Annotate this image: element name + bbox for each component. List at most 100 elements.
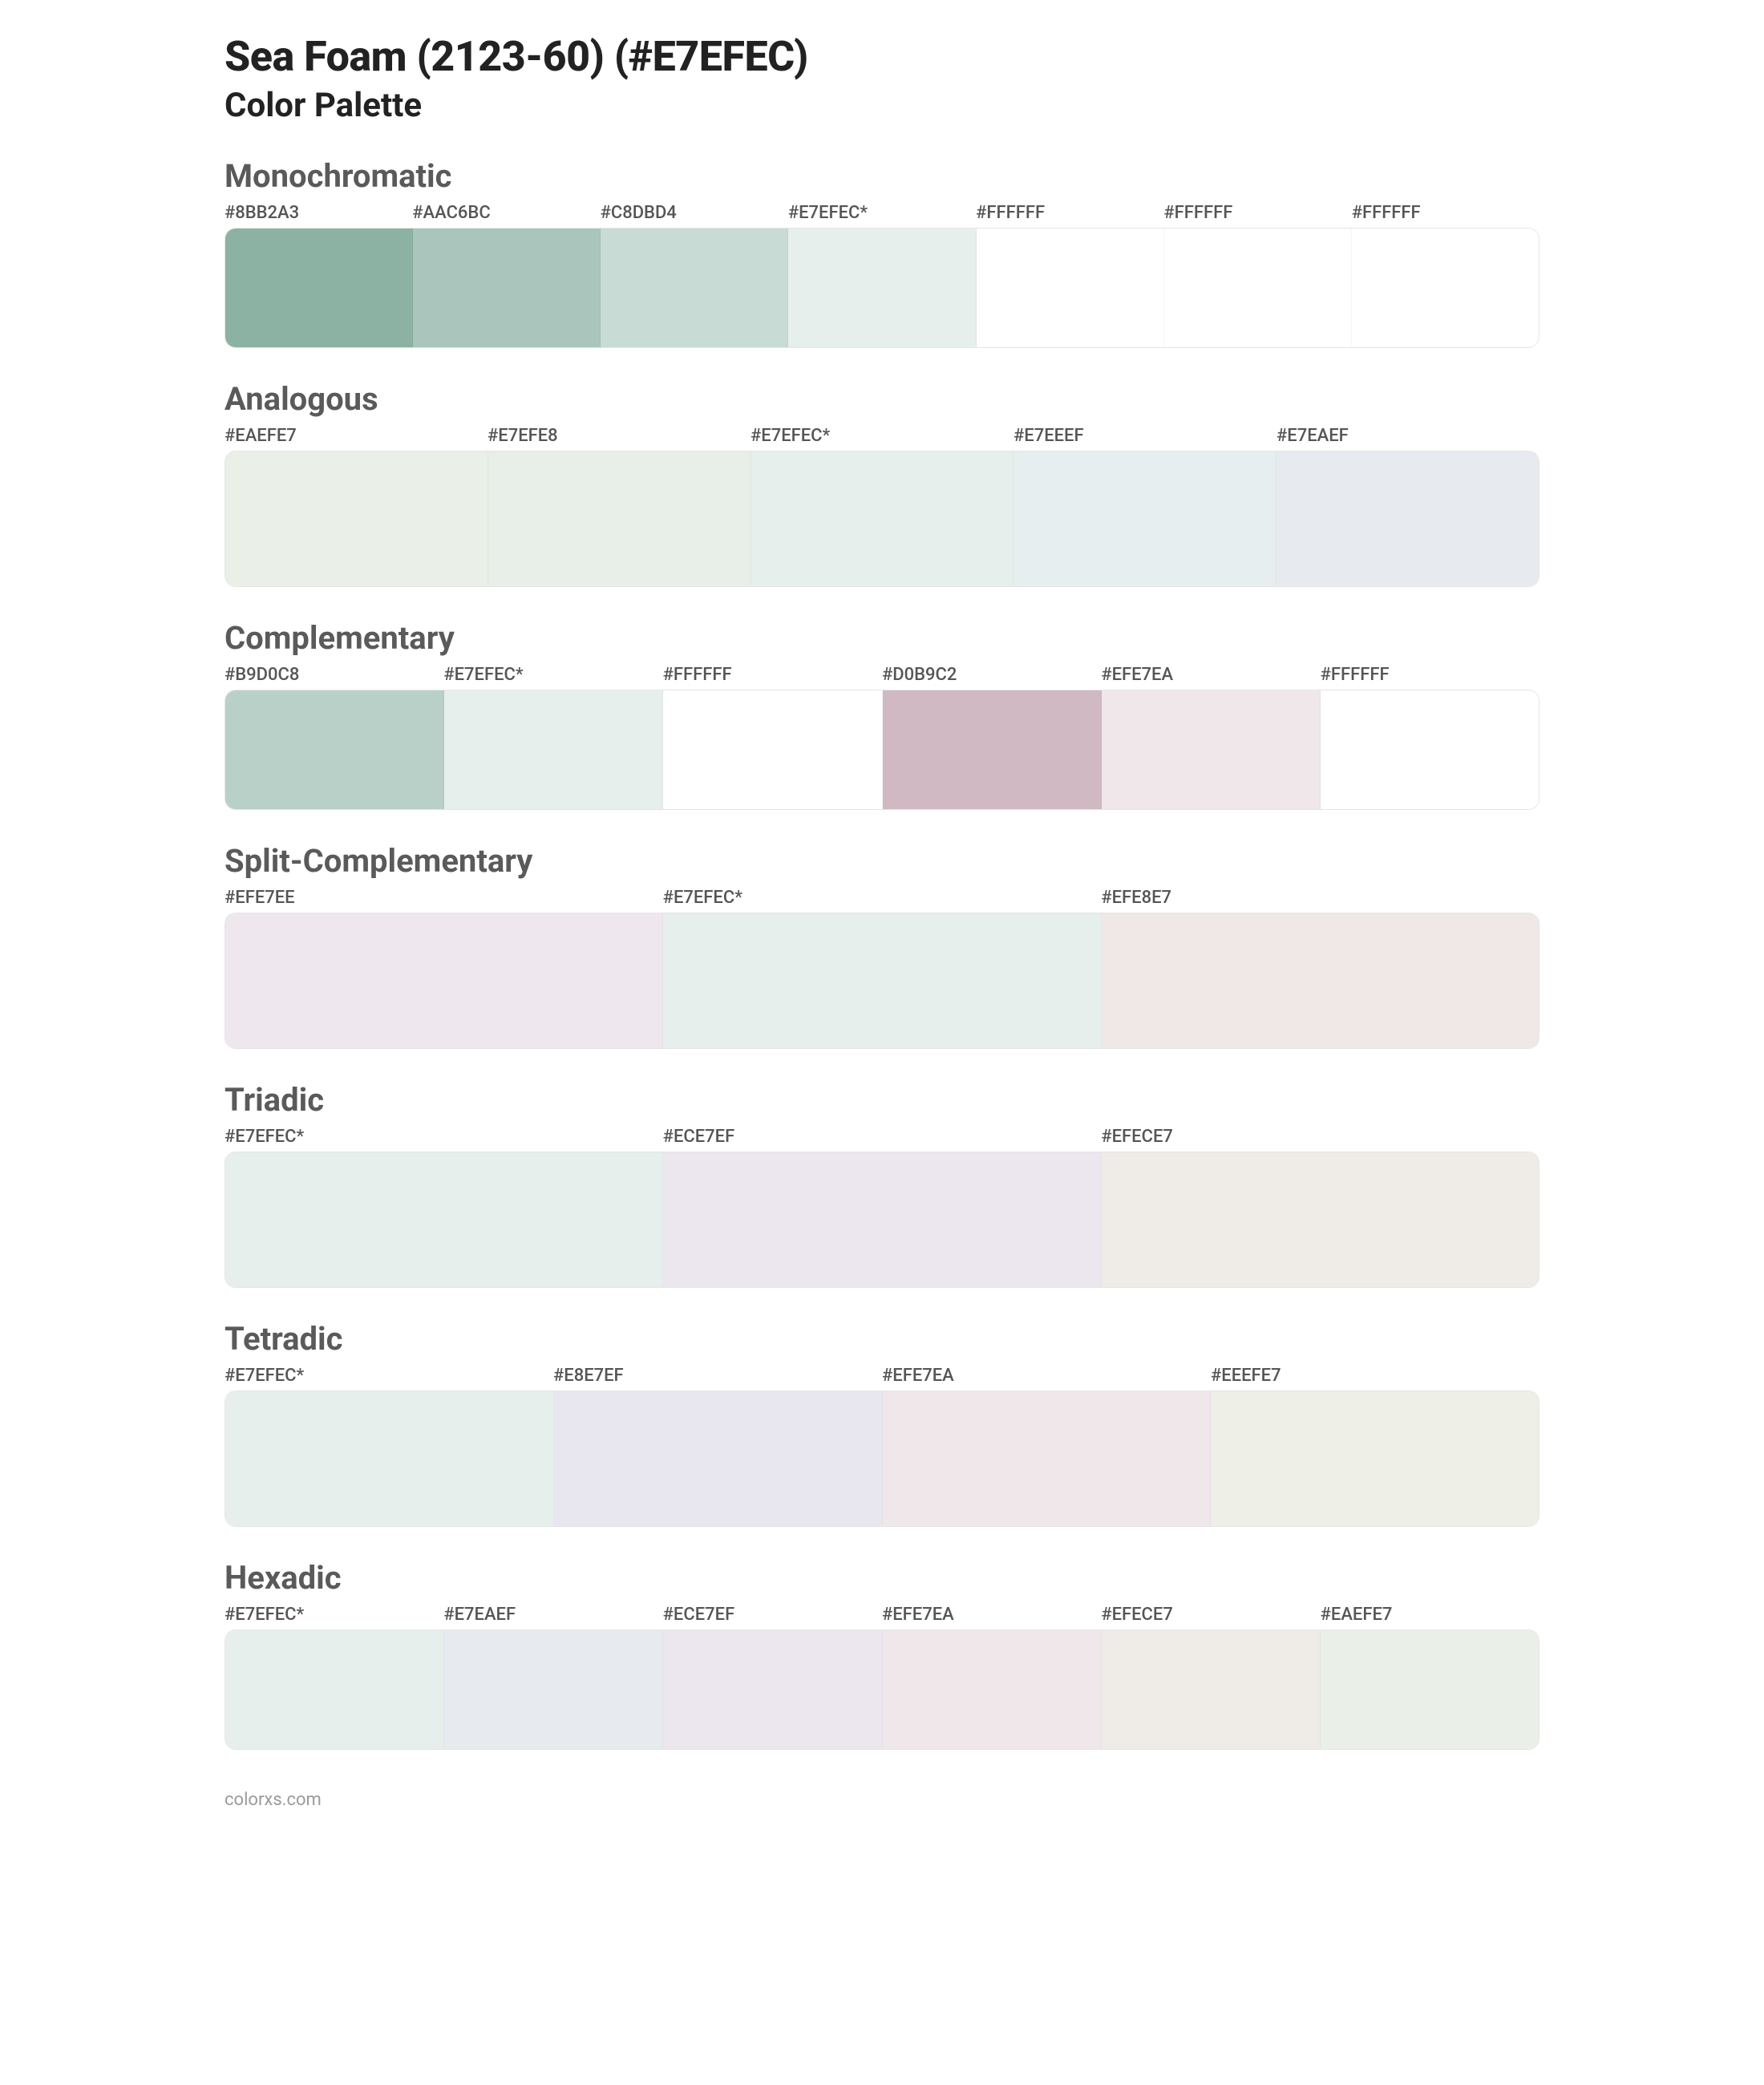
section-title: Analogous — [225, 380, 1539, 418]
color-swatch[interactable] — [488, 451, 751, 586]
swatch-label: #E7EFEC* — [225, 1366, 553, 1391]
swatch-label: #D0B9C2 — [882, 665, 1101, 690]
swatch-label: #ECE7EF — [663, 1605, 882, 1630]
swatch-label: #EFECE7 — [1101, 1605, 1320, 1630]
color-swatch[interactable] — [1321, 690, 1539, 809]
color-swatch[interactable] — [225, 913, 663, 1048]
color-swatch[interactable] — [225, 1630, 444, 1749]
color-swatch[interactable] — [1102, 913, 1539, 1048]
swatch-label: #E7EFEC* — [751, 426, 1013, 451]
swatch-label: #EFE7EA — [882, 1605, 1101, 1630]
page-subtitle: Color Palette — [225, 86, 1539, 125]
color-swatch[interactable] — [751, 451, 1014, 586]
swatch-row — [225, 913, 1539, 1049]
swatch-label: #8BB2A3 — [225, 203, 412, 228]
color-swatch[interactable] — [1013, 451, 1276, 586]
section-title: Tetradic — [225, 1320, 1539, 1358]
sections-container: Monochromatic#8BB2A3#AAC6BC#C8DBD4#E7EFE… — [225, 157, 1539, 1750]
color-swatch[interactable] — [225, 1391, 554, 1526]
swatch-row — [225, 1630, 1539, 1750]
color-swatch[interactable] — [1352, 229, 1539, 347]
section-title: Triadic — [225, 1081, 1539, 1119]
swatch-row — [225, 690, 1539, 810]
labels-row: #EFE7EE#E7EFEC*#EFE8E7 — [225, 888, 1539, 913]
labels-row: #E7EFEC*#ECE7EF#EFECE7 — [225, 1127, 1539, 1152]
color-swatch[interactable] — [413, 229, 601, 347]
swatch-row — [225, 1391, 1539, 1527]
section-title: Hexadic — [225, 1559, 1539, 1597]
color-swatch[interactable] — [883, 1391, 1212, 1526]
swatch-label: #E7EAEF — [1276, 426, 1539, 451]
swatch-row — [225, 228, 1539, 348]
color-swatch[interactable] — [1102, 690, 1321, 809]
color-swatch[interactable] — [444, 1630, 663, 1749]
swatch-label: #FFFFFF — [1352, 203, 1539, 228]
swatch-label: #EFE7EE — [225, 888, 663, 913]
palette-section: Triadic #E7EFEC*#ECE7EF#EFECE7 — [225, 1081, 1539, 1288]
swatch-label: #E7EFE8 — [488, 426, 751, 451]
color-swatch[interactable] — [977, 229, 1164, 347]
color-swatch[interactable] — [225, 1152, 663, 1287]
swatch-label: #FFFFFF — [976, 203, 1163, 228]
color-swatch[interactable] — [225, 451, 488, 586]
swatch-label: #EAEFE7 — [1321, 1605, 1539, 1630]
swatch-label: #FFFFFF — [1321, 665, 1539, 690]
palette-section: Monochromatic #8BB2A3#AAC6BC#C8DBD4#E7EFE… — [225, 157, 1539, 348]
palette-section: Split-Complementary #EFE7EE#E7EFEC*#EFE8E… — [225, 842, 1539, 1049]
section-title: Monochromatic — [225, 157, 1539, 195]
swatch-label: #EFE7EA — [1101, 665, 1320, 690]
swatch-label: #ECE7EF — [663, 1127, 1102, 1152]
page-title: Sea Foam (2123-60) (#E7EFEC) — [225, 32, 1539, 81]
color-swatch[interactable] — [225, 690, 444, 809]
color-swatch[interactable] — [554, 1391, 883, 1526]
swatch-label: #E7EEEF — [1013, 426, 1276, 451]
labels-row: #B9D0C8#E7EFEC*#FFFFFF#D0B9C2#EFE7EA#FFF… — [225, 665, 1539, 690]
swatch-label: #E7EAEF — [443, 1605, 662, 1630]
section-title: Split-Complementary — [225, 842, 1539, 880]
swatch-label: #FFFFFF — [1163, 203, 1351, 228]
labels-row: #EAEFE7#E7EFE8#E7EFEC*#E7EEEF#E7EAEF — [225, 426, 1539, 451]
swatch-label: #C8DBD4 — [601, 203, 788, 228]
color-swatch[interactable] — [225, 229, 413, 347]
color-swatch[interactable] — [663, 1630, 882, 1749]
palette-section: Complementary#B9D0C8#E7EFEC*#FFFFFF#D0B9… — [225, 619, 1539, 810]
color-swatch[interactable] — [663, 1152, 1101, 1287]
color-swatch[interactable] — [1102, 1630, 1321, 1749]
swatch-label: #EEEFE7 — [1211, 1366, 1539, 1391]
swatch-label: #EAEFE7 — [225, 426, 488, 451]
labels-row: #8BB2A3#AAC6BC#C8DBD4#E7EFEC*#FFFFFF#FFF… — [225, 203, 1539, 228]
swatch-row — [225, 1152, 1539, 1288]
color-swatch[interactable] — [883, 1630, 1102, 1749]
color-swatch[interactable] — [1102, 1152, 1539, 1287]
footer-credit: colorxs.com — [225, 1790, 1539, 1810]
color-swatch[interactable] — [1164, 229, 1352, 347]
color-swatch[interactable] — [1276, 451, 1539, 586]
color-swatch[interactable] — [788, 229, 976, 347]
palette-section: Tetradic #E7EFEC*#E8E7EF#EFE7EA#EEEFE7 — [225, 1320, 1539, 1527]
swatch-label: #AAC6BC — [412, 203, 600, 228]
color-swatch[interactable] — [663, 913, 1101, 1048]
palette-section: Analogous #EAEFE7#E7EFE8#E7EFEC*#E7EEEF#E… — [225, 380, 1539, 587]
color-swatch[interactable] — [1321, 1630, 1539, 1749]
swatch-label: #E7EFEC* — [443, 665, 662, 690]
swatch-label: #E7EFEC* — [663, 888, 1102, 913]
swatch-label: #EFE8E7 — [1101, 888, 1539, 913]
swatch-label: #E8E7EF — [553, 1366, 882, 1391]
section-title: Complementary — [225, 619, 1539, 657]
swatch-label: #B9D0C8 — [225, 665, 443, 690]
labels-row: #E7EFEC*#E8E7EF#EFE7EA#EEEFE7 — [225, 1366, 1539, 1391]
swatch-row — [225, 451, 1539, 587]
swatch-label: #E7EFEC* — [225, 1127, 663, 1152]
swatch-label: #E7EFEC* — [225, 1605, 443, 1630]
labels-row: #E7EFEC*#E7EAEF#ECE7EF#EFE7EA#EFECE7#EAE… — [225, 1605, 1539, 1630]
swatch-label: #EFECE7 — [1101, 1127, 1539, 1152]
color-swatch[interactable] — [663, 690, 882, 809]
palette-section: Hexadic #E7EFEC*#E7EAEF#ECE7EF#EFE7EA#EFE… — [225, 1559, 1539, 1750]
color-swatch[interactable] — [601, 229, 788, 347]
swatch-label: #FFFFFF — [663, 665, 882, 690]
swatch-label: #EFE7EA — [882, 1366, 1211, 1391]
color-swatch[interactable] — [1211, 1391, 1539, 1526]
color-swatch[interactable] — [444, 690, 663, 809]
swatch-label: #E7EFEC* — [788, 203, 976, 228]
color-swatch[interactable] — [883, 690, 1102, 809]
